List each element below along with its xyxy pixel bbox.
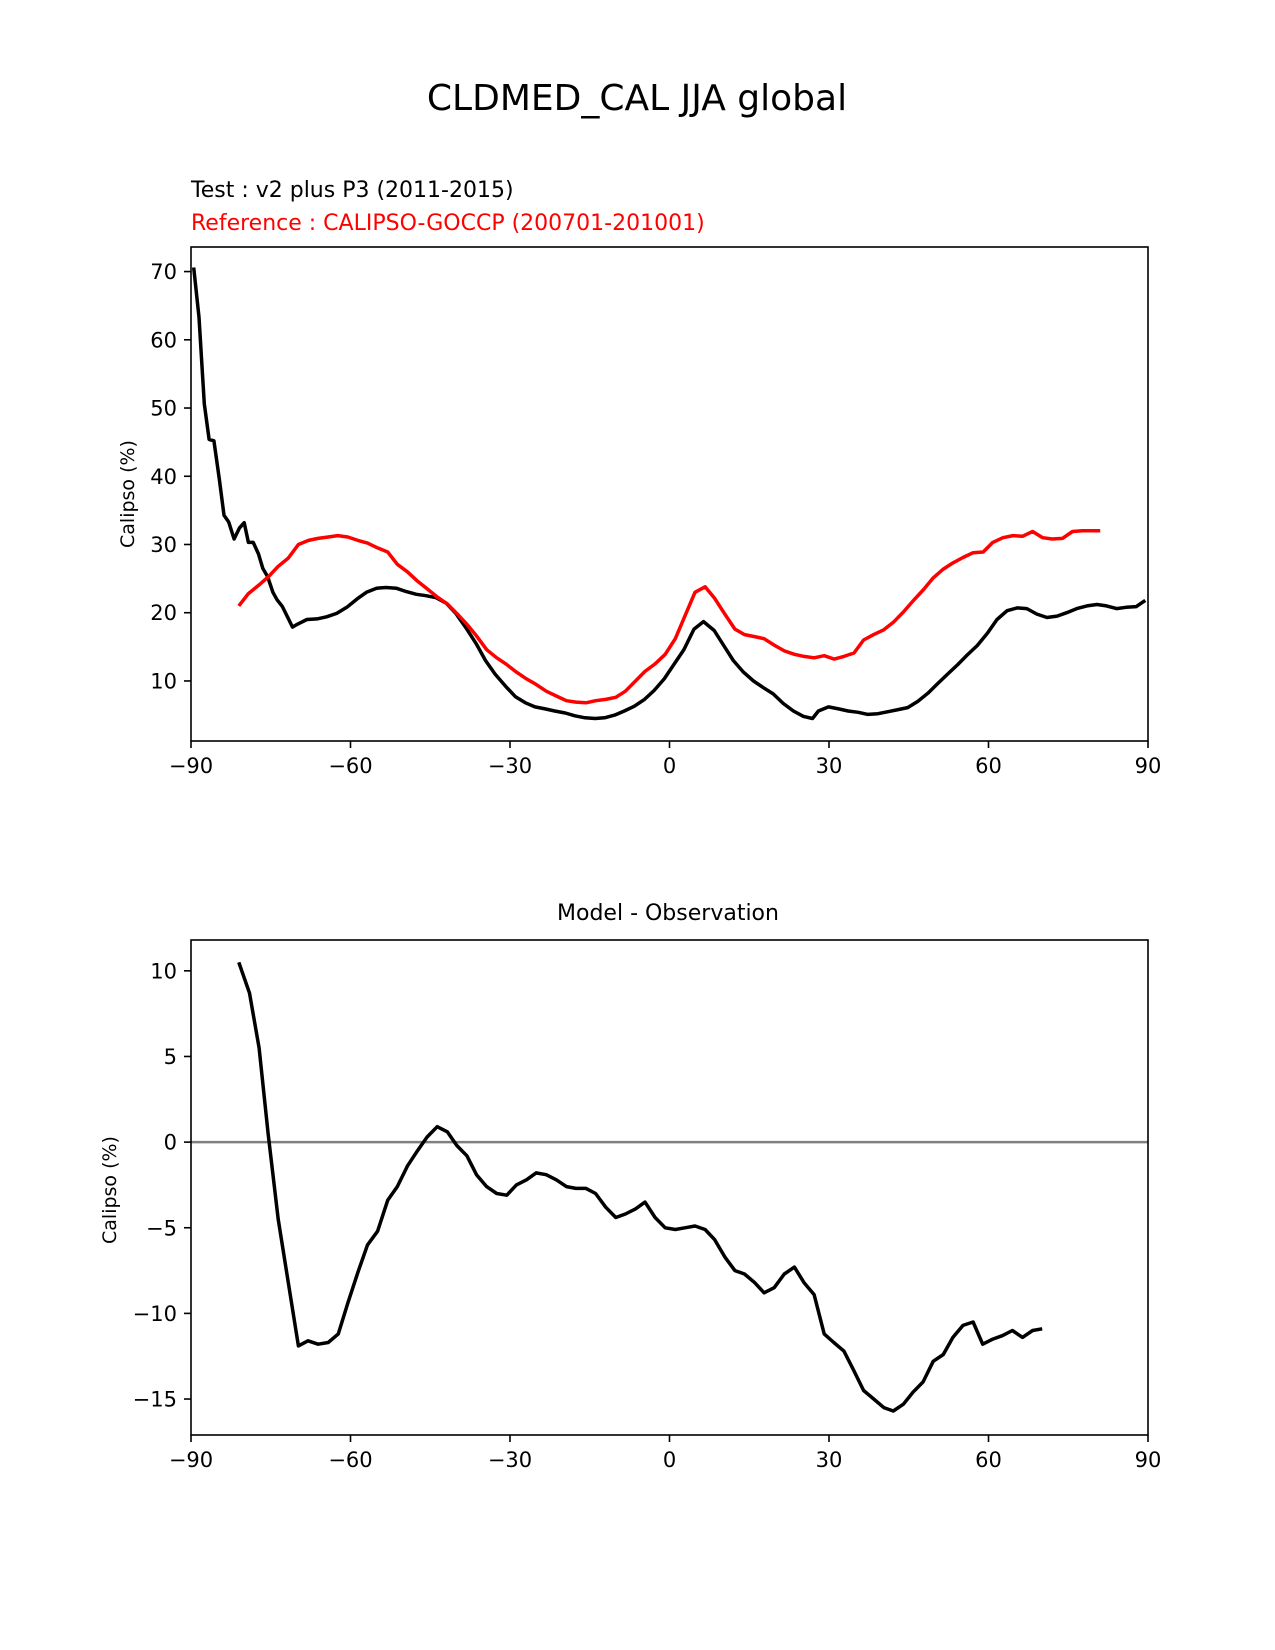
y-tick-label: −15 bbox=[133, 1388, 177, 1412]
panel2-axes: −90 −60 −30 0 30 60 90 10 5 0 −5 −10 −15 bbox=[133, 939, 1162, 1472]
y-tick-label: 50 bbox=[150, 397, 177, 421]
panel1-reference-title: Reference : CALIPSO-GOCCP (200701-201001… bbox=[191, 211, 705, 236]
series-line-1 bbox=[191, 267, 1147, 721]
y-tick-label: 70 bbox=[150, 260, 177, 284]
x-tick-label: 60 bbox=[975, 754, 1002, 778]
x-tick-label: 30 bbox=[816, 754, 843, 778]
x-tick-label: 60 bbox=[975, 1448, 1002, 1472]
panel1-axes: −90 −60 −30 0 30 60 90 10 20 30 40 50 60 70 bbox=[150, 246, 1162, 778]
series-line-2 bbox=[237, 529, 1101, 705]
y-tick-label: 30 bbox=[150, 533, 177, 557]
figure-title: CLDMED_CAL JJA global bbox=[427, 78, 847, 119]
y-tick-label: 20 bbox=[150, 601, 177, 625]
panel1-ylabel: Calipso (%) bbox=[117, 440, 139, 548]
x-tick-label: 90 bbox=[1135, 1448, 1162, 1472]
x-tick-label: −90 bbox=[169, 754, 213, 778]
panel1-test-title: Test : v2 plus P3 (2011-2015) bbox=[190, 178, 514, 203]
panel2-ylabel: Calipso (%) bbox=[99, 1136, 121, 1244]
series-line-1 bbox=[237, 961, 1043, 1413]
x-tick-label: 90 bbox=[1135, 754, 1162, 778]
y-tick-label: 40 bbox=[150, 465, 177, 489]
x-tick-label: −30 bbox=[488, 754, 532, 778]
y-tick-label: 10 bbox=[150, 669, 177, 693]
y-tick-label: −5 bbox=[146, 1216, 177, 1240]
y-tick-label: −10 bbox=[133, 1302, 177, 1326]
panel2-title: Model - Observation bbox=[557, 901, 779, 926]
panel-difference: Model - Observation Calipso (%) −90 −60 −3… bbox=[99, 901, 1161, 1472]
x-tick-label: −60 bbox=[328, 1448, 372, 1472]
y-tick-label: 5 bbox=[164, 1045, 177, 1069]
x-tick-label: 0 bbox=[663, 754, 676, 778]
x-tick-label: −30 bbox=[488, 1448, 532, 1472]
y-tick-label: 60 bbox=[150, 328, 177, 352]
panel-test-reference: Test : v2 plus P3 (2011-2015) Reference … bbox=[117, 178, 1161, 778]
x-tick-label: −60 bbox=[328, 754, 372, 778]
x-tick-label: 30 bbox=[816, 1448, 843, 1472]
y-tick-label: 10 bbox=[150, 959, 177, 983]
y-tick-label: 0 bbox=[164, 1131, 177, 1155]
x-tick-label: −90 bbox=[169, 1448, 213, 1472]
x-tick-label: 0 bbox=[663, 1448, 676, 1472]
